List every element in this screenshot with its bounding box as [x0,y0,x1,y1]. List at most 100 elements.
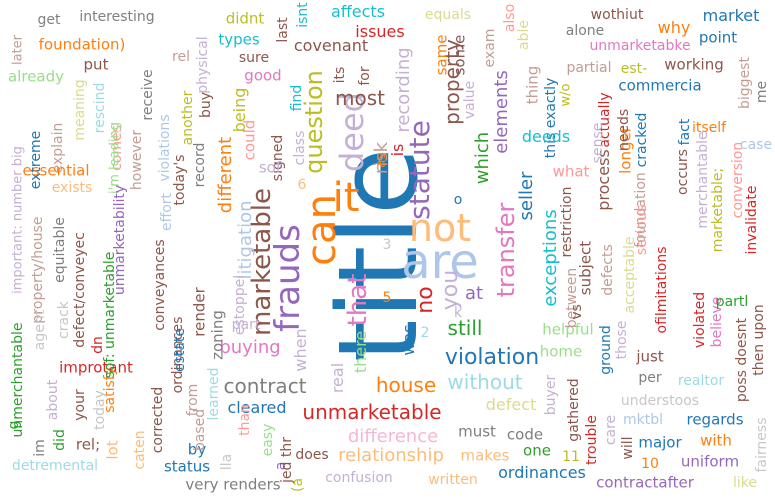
word-when: when [291,328,310,372]
word-sof: sof [258,158,282,177]
word-already: already [7,67,65,86]
word-today-s: today's [172,154,188,206]
word-learned: learned [206,367,222,421]
word-wothiut: wothiut [590,7,644,23]
word-fact: fact [677,118,693,146]
word-did: did [52,429,68,451]
word-as: as [373,152,389,168]
word-cleared: cleared [227,398,287,417]
word-realtor: realtor [677,373,725,389]
word-marketable: marketable; [710,167,726,253]
word-conversion: conversion [730,141,746,219]
word-does: does [295,447,329,463]
word-11: 11 [562,449,580,465]
word-some: some [450,34,469,76]
word-foundation: foundation) [38,35,126,54]
word-put: put [83,55,109,74]
word-helpful: helpful [542,320,594,339]
word-its: its [332,66,348,84]
word-fairness: fairness [754,417,770,473]
word-that: that [343,273,373,327]
word-gathered: gathered [566,378,582,442]
word-buyer: buyer [543,374,559,416]
word-this-exactly: this exactly [543,77,559,159]
word-g: g [6,420,22,430]
word-able: able [516,20,532,50]
word-defects: defects [600,244,616,296]
word-rel: rel [172,49,190,65]
word-uniform: uniform [680,452,740,471]
word-violation: violation [444,345,540,370]
word-equals: equals [424,7,472,23]
word-alone: alone [565,23,605,39]
word-home: home [539,342,583,361]
word-contractafter: contractafter [596,473,694,492]
word-zoning: zoning [208,310,227,360]
word-improtant: improtant [59,358,133,377]
word-poss-doesnt: poss doesnt [734,317,750,403]
word-will: will [620,436,636,460]
word-o: o [453,192,463,208]
word-like: like [732,475,758,491]
word-major: major [638,433,682,452]
word-rel: rel; [75,435,101,454]
word-extreme: extreme [28,130,44,190]
word-what: what [552,162,590,181]
word-detremental: detremental [11,458,99,474]
word-another: another [180,90,196,146]
word-at: at [464,283,484,304]
word-ofilmitations: ofilmitations [654,246,670,334]
word-buy: buy [198,91,214,119]
word-issues: issues [355,22,405,41]
word-house: house [375,373,437,397]
word-today: today [92,390,108,430]
word-written: written [428,472,478,488]
word-regards: regards [686,410,744,429]
word-property-house: property/house [30,216,46,324]
word-trouble: trouble [584,415,600,465]
word-confusion: confusion [325,470,393,486]
word-was: was [399,324,418,356]
word-with: with [700,431,732,450]
word-receive: receive [140,69,156,121]
word-also: also [502,3,518,33]
word-acceptable: acceptable [622,236,638,314]
word-render: render [190,287,209,337]
word-point: point [698,28,738,47]
word-estate: estate [172,327,188,373]
word-which: which [472,131,493,185]
word-2: 2 [420,325,430,341]
word-isnt: isnt [295,2,311,28]
word-buying: buying [219,337,281,358]
word-est: est- [620,61,648,77]
word-vs: vs [569,304,585,320]
word-dn: dn [90,336,106,354]
word-deeds: deeds [521,127,571,146]
word-rescind: rescind [92,82,108,134]
word-per: per [638,370,662,386]
word-essential: essential [22,161,90,180]
word-still: still [447,316,483,340]
word-caten: caten [132,430,148,470]
word-one: one [523,441,551,460]
word-types: types [218,30,260,49]
word-must: must [458,422,496,441]
word-exam: exam [482,28,498,68]
word-w-o: w/o [558,83,574,107]
word-code: code [506,425,544,444]
word-subject: subject [576,240,595,296]
word-it: it [332,175,360,221]
word-interesting: interesting [79,9,155,25]
word-there: there [351,330,370,374]
word-without: without [447,370,523,394]
word-makes: makes [460,446,510,465]
word-merchantable: merchantable [695,131,711,229]
word-part: part [231,317,261,333]
word-easy: easy [260,423,276,457]
word-care: care [603,414,619,446]
word-thing: thing [523,65,542,105]
word-jed-thr: jed thr [279,437,295,483]
word-equitable: equitable [52,217,68,283]
word-mktbl: mktbl [622,412,664,428]
word-record: record [192,142,208,188]
